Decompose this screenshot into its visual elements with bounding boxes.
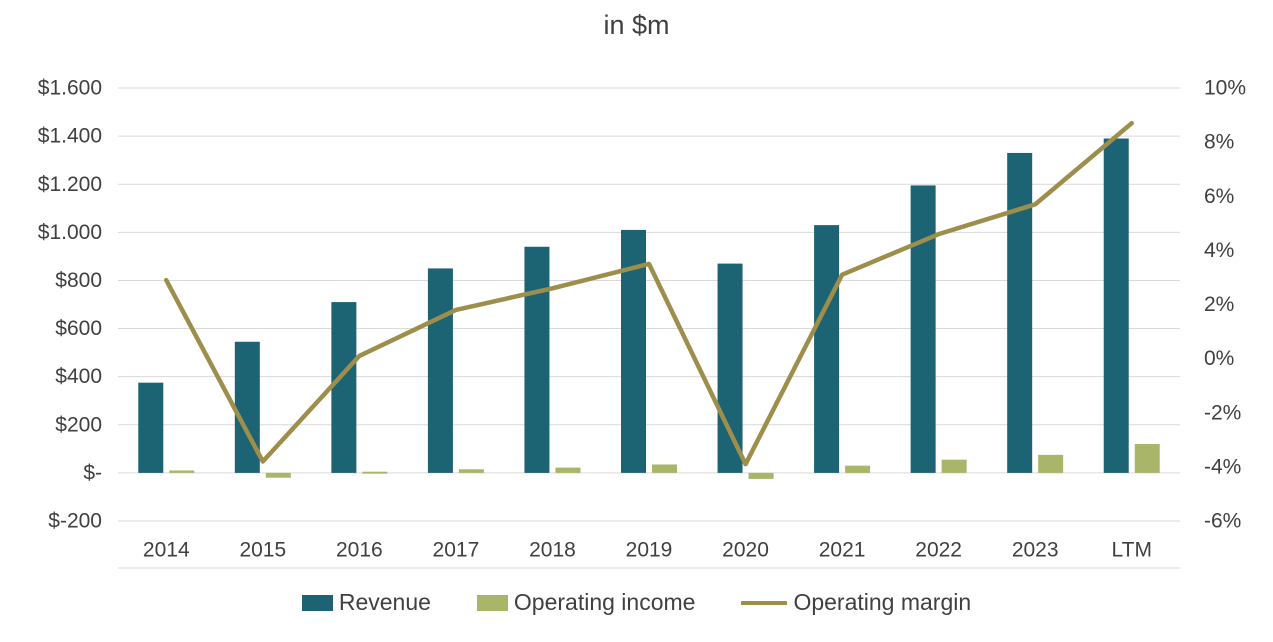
bar-revenue [524,246,550,473]
left-axis-tick-label: $-200 [48,510,102,533]
right-axis-tick-label: 2% [1204,293,1234,316]
bar-operating-income [362,471,388,474]
bar-operating-income [748,472,774,479]
bar-revenue [1007,152,1033,473]
right-axis-tick-label: -4% [1204,455,1241,478]
legend-item-revenue: Revenue [301,589,431,616]
x-axis-category-label: 2014 [143,539,190,562]
x-axis-category-label: 2018 [529,539,576,562]
legend-bar-swatch [301,594,333,611]
line-operating-margin [164,120,1134,467]
right-axis-tick-label: 6% [1204,185,1234,208]
x-axis-category-label: 2022 [915,539,962,562]
left-axis-tick-label: $600 [55,317,102,340]
bar-revenue [717,263,743,473]
left-axis-tick-label: $1.600 [38,77,102,100]
right-axis-tick-label: 4% [1204,239,1234,262]
left-axis-tick-label: $400 [55,365,102,388]
x-axis-category-label: LTM [1112,539,1152,562]
left-axis-tick-label: $1.200 [38,173,102,196]
left-axis-tick-label: $800 [55,269,102,292]
legend-line-swatch [741,600,788,605]
bar-operating-income [652,464,677,473]
bar-revenue [427,268,453,473]
bar-operating-income [1038,454,1064,473]
right-axis-tick-label: 10% [1204,77,1246,100]
left-axis-tick-label: $200 [55,413,102,436]
right-axis-tick-label: 8% [1204,131,1234,154]
x-axis-category-label: 2020 [722,539,769,562]
bar-operating-income [941,459,967,473]
bar-operating-income [169,470,195,473]
legend-label: Operating margin [793,589,972,615]
left-axis-tick-label: $- [83,461,102,484]
legend-bar-swatch [476,594,508,611]
bar-revenue [814,225,840,473]
chart-legend: Revenue Operating income Operating margin [0,589,1273,616]
x-axis-category-label: 2019 [626,539,673,562]
right-axis-tick-label: 0% [1204,347,1234,370]
bar-revenue [1103,138,1129,473]
bar-revenue [138,382,164,473]
x-axis-category-label: 2021 [819,539,866,562]
bar-operating-income [845,465,871,473]
right-axis-tick-label: -2% [1204,401,1241,424]
legend-label: Revenue [338,589,431,615]
left-axis-tick-label: $1.000 [38,221,102,244]
bar-revenue [331,302,357,473]
x-axis-category-label: 2015 [239,539,286,562]
x-axis-category-label: 2023 [1012,539,1059,562]
bar-operating-income [555,467,581,473]
x-axis-category-label: 2016 [336,539,383,562]
legend-item-operating-income: Operating income [476,589,696,616]
left-axis-tick-label: $1.400 [38,125,102,148]
bar-operating-income [265,472,291,478]
bar-operating-income [458,469,484,473]
right-axis-tick-label: -6% [1204,510,1241,533]
x-axis-category-label: 2017 [433,539,480,562]
bar-operating-income [1134,444,1160,473]
bar-revenue [910,185,936,473]
legend-item-operating-margin: Operating margin [741,589,971,616]
legend-label: Operating income [513,589,696,615]
chart-title: in $m [603,10,670,40]
